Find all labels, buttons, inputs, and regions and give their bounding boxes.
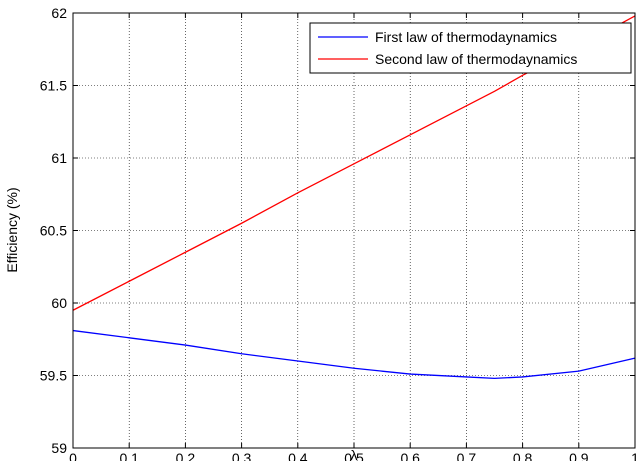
tick-marks [72, 12, 636, 449]
legend-label-first-law: First law of thermodaynamics [375, 29, 557, 45]
y-tick-label: 61 [51, 150, 67, 166]
y-tick-label: 60 [51, 295, 67, 311]
x-tick-label: 0.7 [457, 450, 477, 461]
y-tick-labels: 59 59.5 60 60.5 61 61.5 62 [40, 5, 67, 456]
x-tick-label: 0.3 [232, 450, 252, 461]
y-tick-label: 61.5 [40, 78, 67, 94]
x-tick-label: 0.8 [513, 450, 533, 461]
x-tick-label: 0.4 [288, 450, 308, 461]
x-tick-label: 0.1 [119, 450, 139, 461]
y-tick-label: 60.5 [40, 223, 67, 239]
y-axis-label: Efficiency (%) [4, 187, 20, 272]
series-line-first-law [72, 329, 636, 380]
x-tick-label: 1 [631, 450, 638, 461]
x-tick-label: 0.9 [569, 450, 589, 461]
x-tick-label: 0.6 [400, 450, 420, 461]
legend-box [309, 22, 632, 74]
x-axis-label: λ [351, 447, 358, 461]
y-tick-label: 62 [51, 5, 67, 21]
y-tick-label: 59 [51, 440, 67, 456]
x-tick-label: 0.5 [344, 450, 364, 461]
legend-label-second-law: Second law of thermodaynamics [375, 51, 577, 67]
y-tick-label: 59.5 [40, 368, 67, 384]
x-tick-labels: 0 0.1 0.2 0.3 0.4 0.5 0.6 0.7 0.8 0.9 1 [69, 450, 638, 461]
x-tick-label: 0.2 [176, 450, 196, 461]
legend: First law of thermodaynamics Second law … [309, 22, 632, 74]
x-tick-label: 0 [69, 450, 77, 461]
